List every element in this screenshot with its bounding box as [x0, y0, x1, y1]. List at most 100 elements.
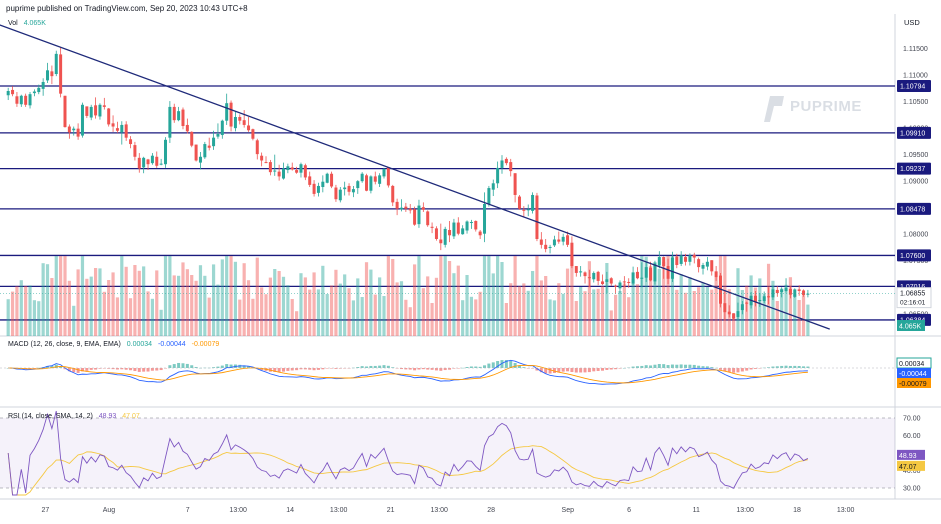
candle-body: [164, 139, 168, 165]
volume-bar: [395, 282, 399, 336]
macd-histogram-bar: [718, 368, 722, 370]
volume-bar: [329, 285, 334, 336]
candle-body: [124, 124, 128, 138]
volume-bar: [434, 277, 439, 336]
time-tick-label: 27: [42, 507, 50, 514]
volume-bar: [251, 298, 255, 336]
candle-body: [513, 173, 517, 195]
volume-bar: [216, 284, 220, 336]
volume-bar: [163, 256, 168, 336]
currency-label: USD: [904, 18, 920, 27]
macd-histogram-bar: [356, 367, 360, 368]
candle-body: [19, 95, 23, 105]
candle-body: [552, 239, 556, 246]
macd-histogram-bar: [155, 368, 159, 371]
macd-histogram-bar: [146, 368, 150, 372]
candle-body: [679, 255, 683, 264]
candle-body: [579, 271, 583, 273]
signal-tag-label: -0.00079: [899, 381, 927, 388]
macd-histogram-bar: [76, 368, 80, 373]
macd-legend: MACD (12, 26, close, 9, EMA, EMA) 0.0003…: [8, 341, 219, 348]
candle-body: [137, 157, 141, 169]
candle-body: [605, 279, 609, 282]
candle-body: [793, 289, 797, 297]
candle-body: [736, 311, 740, 317]
candle-body: [102, 105, 106, 107]
macd-histogram-bar: [662, 364, 666, 368]
macd-histogram-bar: [316, 368, 320, 370]
macd-histogram-bar: [740, 368, 744, 372]
macd-histogram-bar: [408, 368, 412, 370]
volume-bar: [500, 262, 504, 336]
macd-histogram-bar: [194, 366, 198, 368]
candle-body: [517, 196, 521, 209]
candle-body: [797, 289, 801, 291]
macd-histogram-bar: [111, 368, 115, 370]
candle-body: [504, 158, 508, 164]
macd-histogram-bar: [216, 366, 220, 368]
level-tag: [897, 202, 931, 215]
volume-bar: [185, 269, 189, 336]
macd-histogram-bar: [736, 368, 740, 373]
candle-body: [203, 144, 207, 158]
volume-bar: [565, 268, 570, 336]
candle-body: [727, 311, 731, 315]
volume-bar: [557, 283, 561, 336]
macd-histogram-bar: [465, 367, 469, 368]
candle-body: [286, 166, 290, 171]
candle-body: [150, 155, 154, 164]
volume-bar: [373, 294, 377, 336]
volume-bar: [32, 300, 37, 336]
macd-line: [8, 359, 808, 385]
candle-body: [382, 168, 386, 177]
candle-body: [295, 170, 299, 173]
macd-histogram-bar: [373, 365, 377, 368]
volume-bar: [6, 299, 10, 336]
volume-bar: [509, 283, 513, 336]
candle-body: [596, 271, 600, 281]
candle-body: [334, 187, 338, 200]
candle-body: [609, 278, 613, 284]
candle-body: [408, 208, 412, 211]
volume-bar: [198, 265, 203, 336]
candle-body: [268, 162, 272, 173]
time-tick-label: 21: [387, 507, 395, 514]
macd-histogram-bar: [456, 368, 460, 369]
volume-bar: [447, 261, 452, 336]
level-tag-label: 1.07600: [900, 253, 925, 260]
candle-body: [312, 183, 316, 194]
volume-bar: [308, 289, 312, 336]
macd-histogram-bar: [281, 368, 285, 372]
volume-bar: [334, 269, 338, 336]
volume-bar: [609, 310, 613, 336]
volume-bar: [386, 256, 390, 336]
volume-bar: [443, 256, 447, 336]
rsi-tick-label: 60.00: [903, 433, 921, 440]
macd-histogram-bar: [67, 368, 71, 372]
volume-bar: [705, 287, 709, 336]
macd-histogram-bar: [802, 366, 806, 368]
volume-bar: [780, 288, 784, 336]
candle-body: [452, 222, 456, 237]
candle-body: [622, 281, 626, 283]
volume-bar: [28, 285, 32, 336]
candle-body: [649, 267, 653, 281]
volume-bar: [587, 261, 591, 336]
macd-histogram-bar: [85, 368, 89, 371]
candle-body: [469, 222, 473, 224]
macd-histogram-bar: [601, 368, 605, 371]
volume-bar: [89, 276, 93, 336]
macd-histogram-bar: [701, 366, 705, 368]
volume-bar: [675, 289, 679, 336]
candle-body: [701, 264, 705, 269]
volume-bar: [430, 303, 434, 336]
candle-body: [281, 168, 285, 179]
volume-bar: [351, 300, 356, 336]
time-tick-label: 11: [693, 507, 700, 514]
candle-body: [692, 254, 696, 258]
candle-body: [356, 181, 360, 189]
volume-bar: [41, 263, 45, 336]
volume-bar: [496, 256, 500, 336]
volume-legend: Vol 4.065K: [8, 20, 46, 27]
